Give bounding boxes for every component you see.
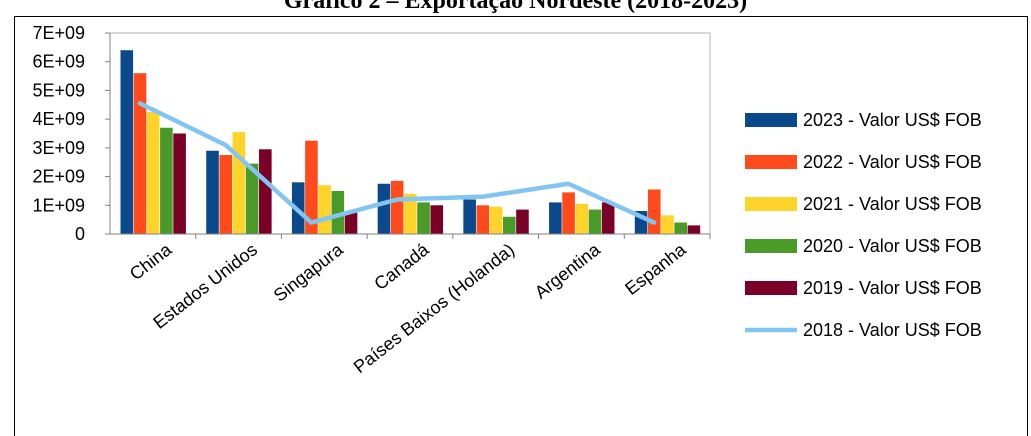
bar-5-5 xyxy=(516,209,529,234)
legend-label-4: 2020 - Valor US$ FOB xyxy=(803,236,982,256)
bar-3-3 xyxy=(318,185,331,234)
legend-swatch-3 xyxy=(745,197,797,211)
legend-label-5: 2019 - Valor US$ FOB xyxy=(803,278,982,298)
legend-swatch-5 xyxy=(745,281,797,295)
x-tick-label: Canadá xyxy=(370,239,433,294)
chart-title: Gráfico 2 – Exportação Nordeste (2018-20… xyxy=(283,0,748,14)
bar-3-6 xyxy=(575,203,589,234)
x-tick-label: Argentina xyxy=(531,239,605,303)
bar-4-4 xyxy=(417,202,430,234)
x-tick-label: Singapura xyxy=(270,239,348,306)
bar-5-1 xyxy=(173,133,186,234)
bar-5-7 xyxy=(687,225,701,234)
bar-2-1 xyxy=(133,73,147,234)
y-tick-label: 7E+09 xyxy=(32,23,85,43)
bar-5-3 xyxy=(344,212,358,234)
x-tick-label: China xyxy=(126,239,176,284)
bar-3-5 xyxy=(489,206,503,234)
y-tick-label: 0 xyxy=(75,224,85,244)
y-tick-label: 3E+09 xyxy=(32,138,85,158)
chart-frame xyxy=(14,16,1028,436)
legend-label-6: 2018 - Valor US$ FOB xyxy=(803,320,982,340)
bar-2-5 xyxy=(476,205,490,234)
bar-3-2 xyxy=(232,132,246,234)
legend-label-2: 2022 - Valor US$ FOB xyxy=(803,152,982,172)
legend-swatch-1 xyxy=(745,113,797,127)
x-tick-label: Países Baixos (Holanda) xyxy=(350,239,518,377)
bar-4-2 xyxy=(245,163,259,234)
y-tick-label: 6E+09 xyxy=(32,52,85,72)
bar-4-7 xyxy=(674,222,687,234)
bar-4-6 xyxy=(588,209,602,234)
bar-1-2 xyxy=(206,150,219,234)
x-tick-label: Espanha xyxy=(621,239,690,299)
bar-2-6 xyxy=(562,192,575,234)
legend-swatch-4 xyxy=(745,239,797,253)
bar-3-7 xyxy=(661,215,674,234)
legend-swatch-2 xyxy=(745,155,797,169)
bar-1-6 xyxy=(549,202,562,234)
y-tick-label: 5E+09 xyxy=(32,80,85,100)
legend-label-3: 2021 - Valor US$ FOB xyxy=(803,194,982,214)
bar-1-4 xyxy=(377,183,391,234)
bar-5-2 xyxy=(259,149,272,234)
bar-5-4 xyxy=(430,205,444,234)
line-series-2018 xyxy=(137,101,657,225)
bar-5-6 xyxy=(601,202,615,234)
bar-3-1 xyxy=(146,111,160,234)
bar-4-5 xyxy=(502,216,516,234)
bar-2-4 xyxy=(390,180,404,234)
bar-4-3 xyxy=(331,190,345,234)
bar-2-2 xyxy=(219,155,233,234)
legend-label-1: 2023 - Valor US$ FOB xyxy=(803,110,982,130)
y-tick-label: 1E+09 xyxy=(32,195,85,215)
bar-2-7 xyxy=(647,189,661,234)
y-tick-label: 2E+09 xyxy=(32,167,85,187)
bar-1-5 xyxy=(463,199,476,234)
bar-4-1 xyxy=(160,127,173,234)
y-tick-label: 4E+09 xyxy=(32,109,85,129)
bar-1-1 xyxy=(120,50,134,234)
bar-2-3 xyxy=(305,140,318,234)
bar-3-4 xyxy=(404,193,417,234)
